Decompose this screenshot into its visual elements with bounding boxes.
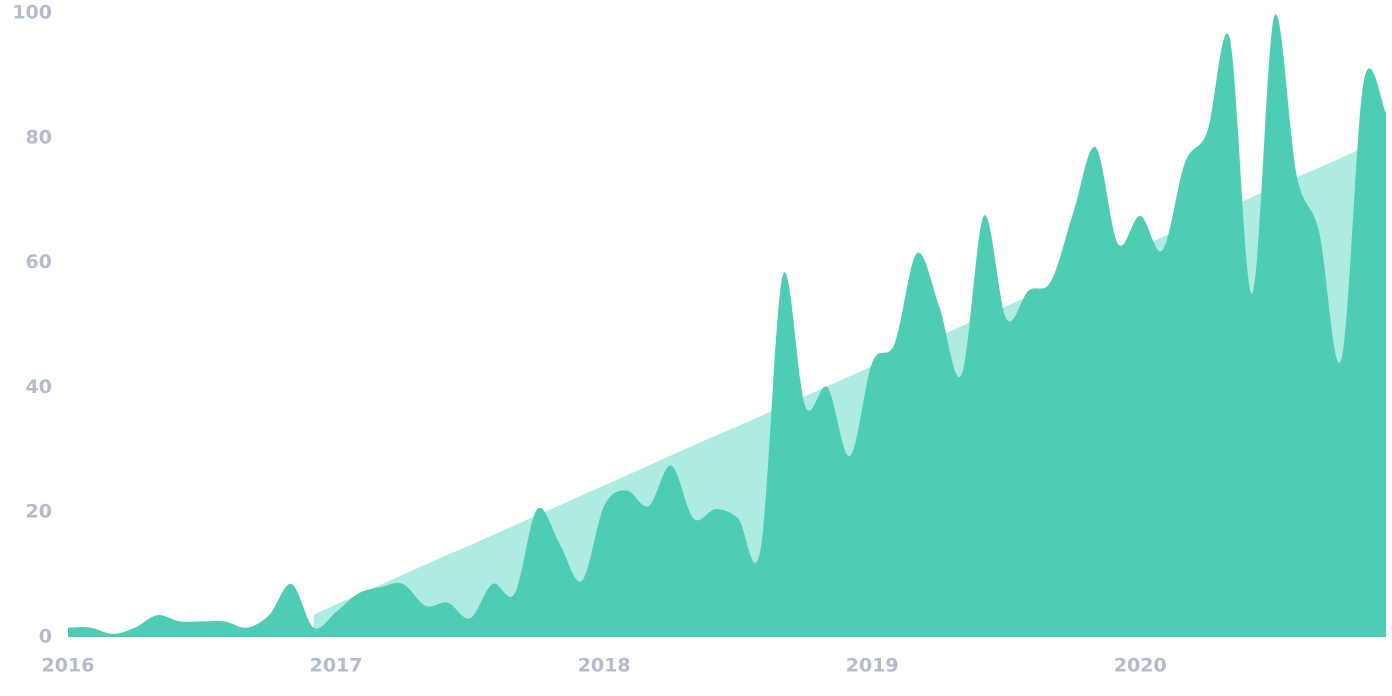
x-tick-label: 2020 <box>1114 655 1167 677</box>
y-tick-label: 0 <box>39 626 52 648</box>
x-tick-label: 2017 <box>310 655 363 677</box>
y-tick-label: 40 <box>26 376 52 398</box>
y-tick-label: 60 <box>26 251 52 273</box>
x-tick-label: 2018 <box>578 655 631 677</box>
x-tick-label: 2016 <box>42 655 95 677</box>
y-tick-label: 20 <box>26 501 52 523</box>
y-tick-label: 100 <box>12 2 52 24</box>
area <box>68 14 1386 638</box>
x-tick-label: 2019 <box>846 655 899 677</box>
y-tick-label: 80 <box>26 126 52 148</box>
